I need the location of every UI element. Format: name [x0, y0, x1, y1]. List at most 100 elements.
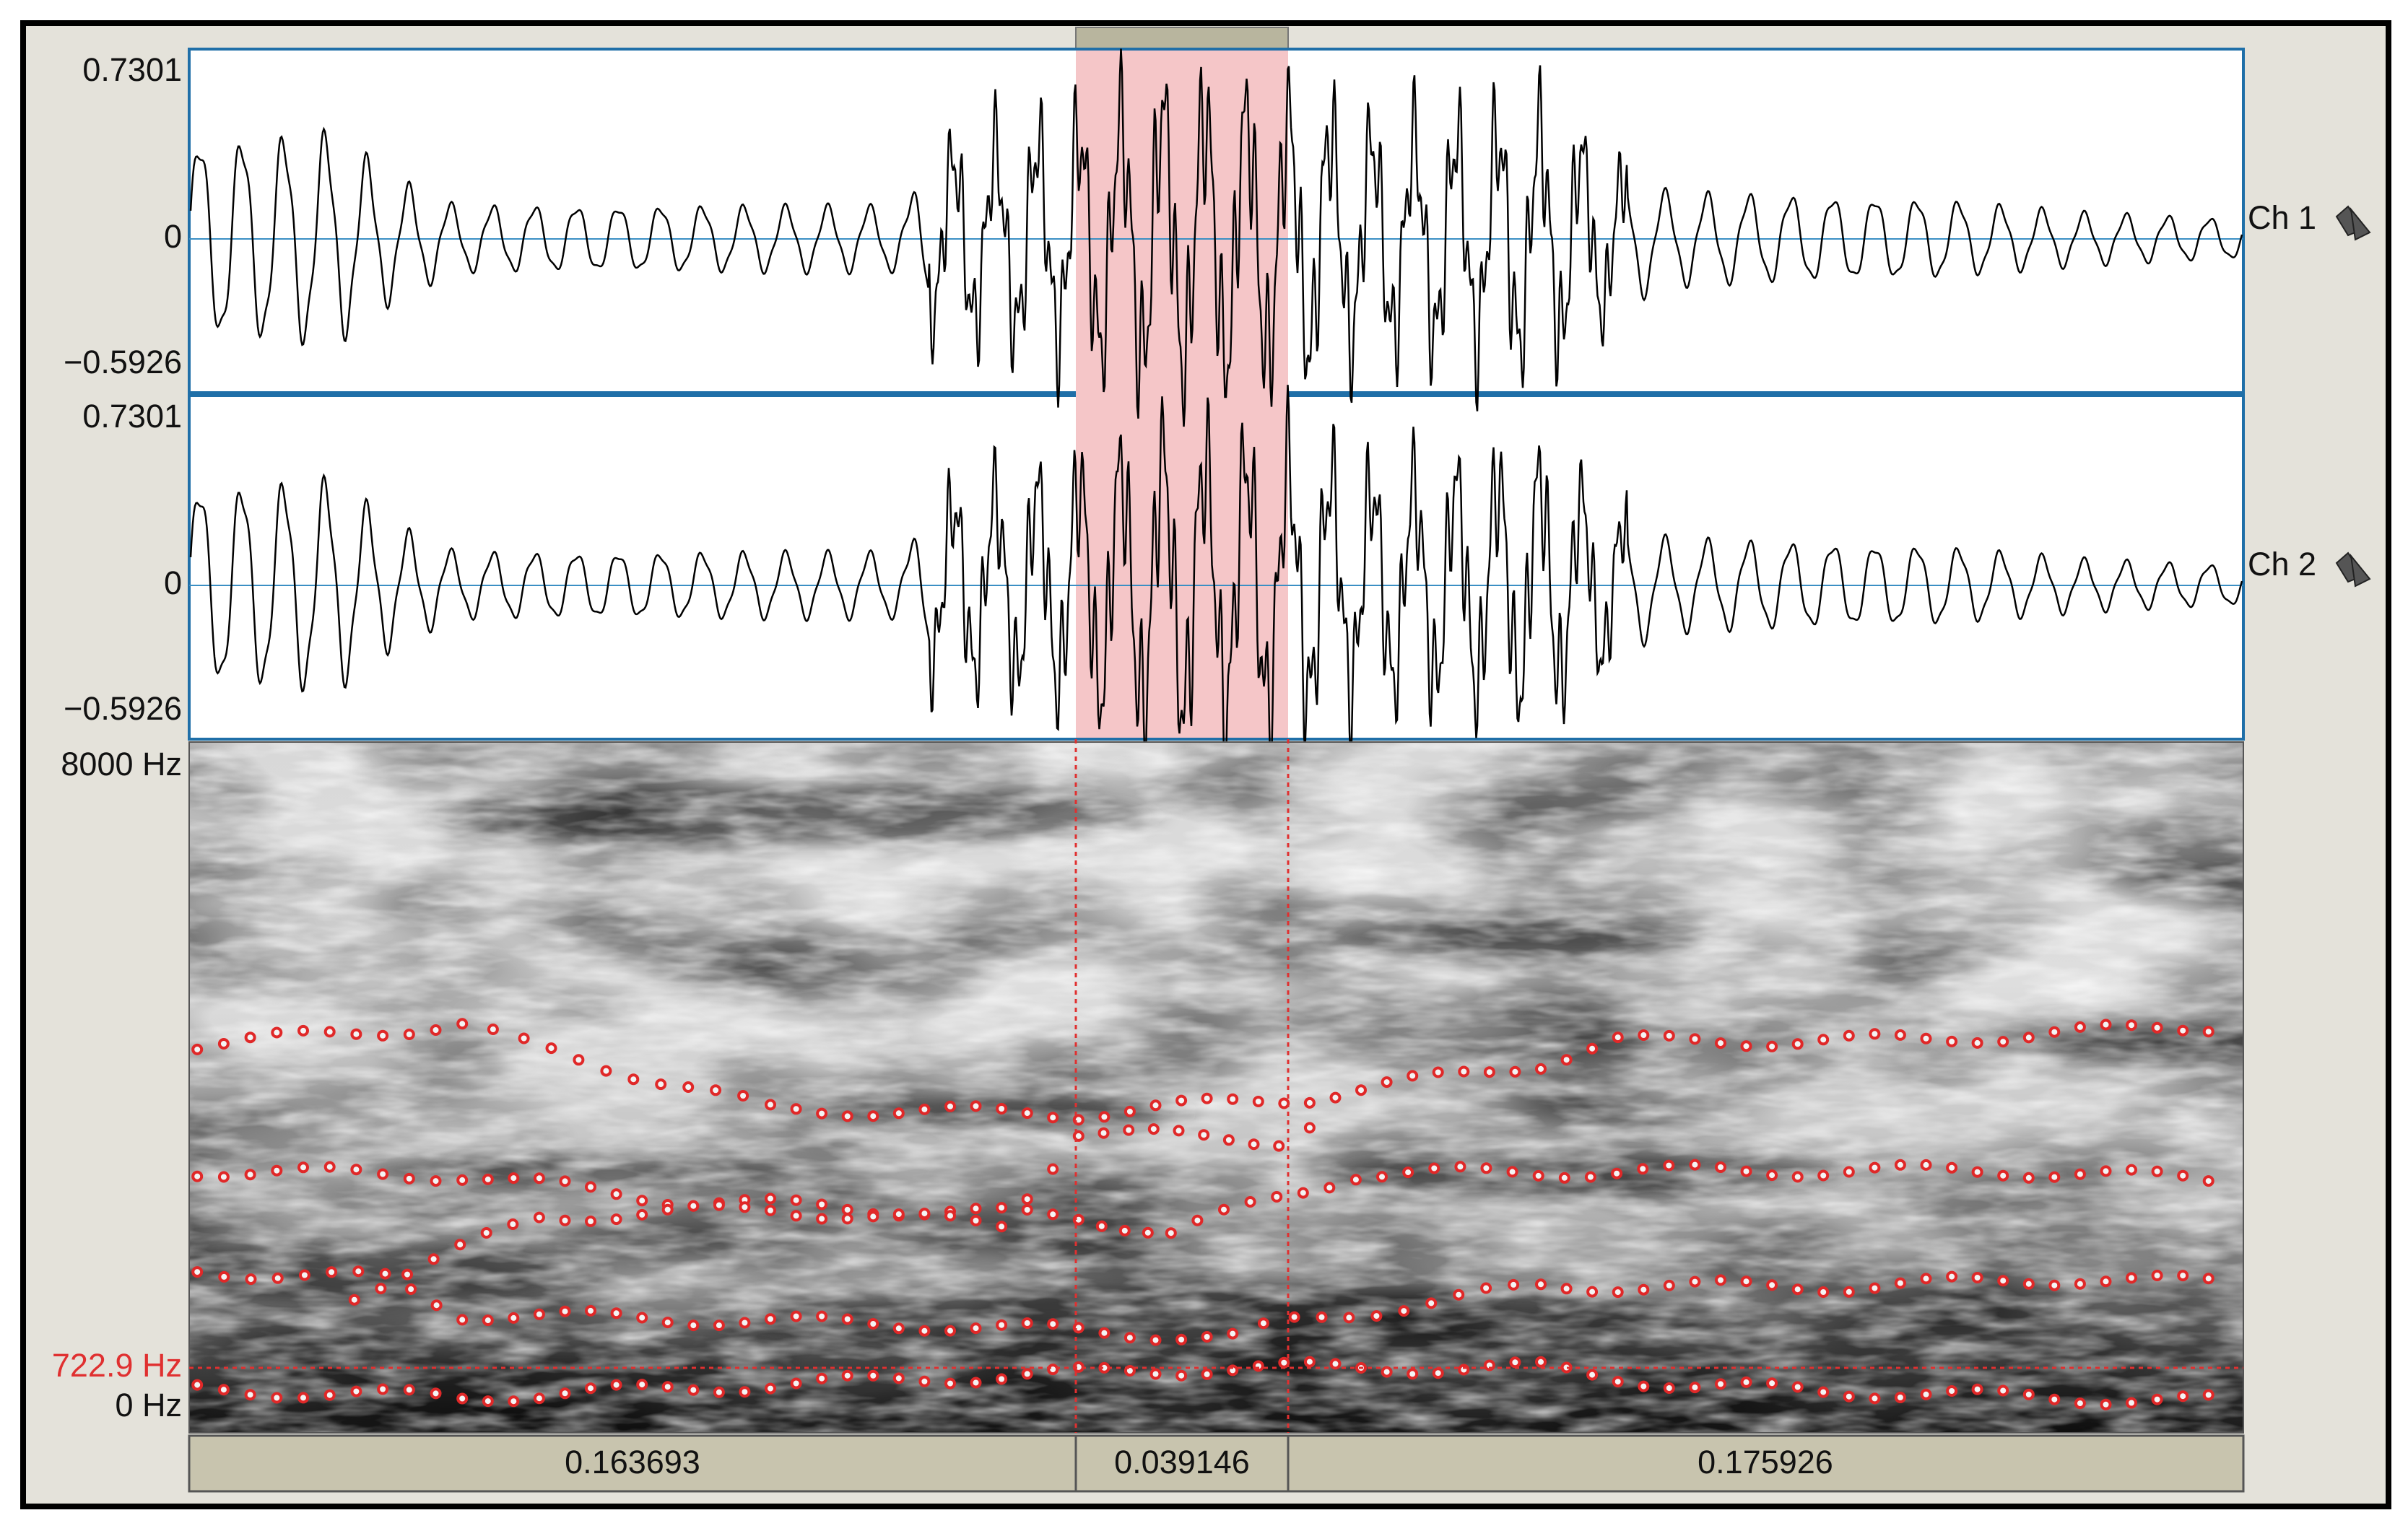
formant-dot [377, 1383, 389, 1395]
formant-dot [1407, 1368, 1419, 1380]
formant-dot [1098, 1327, 1110, 1339]
formant-dot [482, 1395, 494, 1408]
formant-dot [403, 1029, 415, 1040]
formant-dot [1370, 1310, 1383, 1322]
formant-dot [191, 1266, 204, 1278]
formant-dot [790, 1310, 802, 1322]
formant-dot [1586, 1042, 1599, 1055]
formant-dot [970, 1322, 982, 1335]
formant-dot [191, 1379, 204, 1391]
formant-dot [1432, 1367, 1444, 1379]
formant-dot [191, 1043, 204, 1055]
formant-dot [1425, 1297, 1438, 1309]
formant-dot [1560, 1283, 1573, 1295]
formant-dot [1971, 1037, 1983, 1049]
formant-dot [970, 1215, 982, 1226]
formant-dot [1398, 1305, 1410, 1317]
formant-dot [585, 1304, 596, 1317]
formant-dot [1869, 1282, 1881, 1294]
formant-dot [970, 1203, 982, 1215]
formant-dot [867, 1110, 879, 1122]
formant-dot [765, 1382, 776, 1395]
spectrogram-cursor-label: 722.9 Hz [52, 1347, 182, 1384]
formant-dot [1586, 1369, 1599, 1381]
formant-dot [655, 1078, 667, 1091]
formant-dot [1097, 1127, 1110, 1139]
formant-dot [2022, 1172, 2035, 1184]
formant-dot [1480, 1162, 1492, 1174]
formant-dot [2126, 1019, 2137, 1031]
formant-dot [1047, 1163, 1059, 1175]
formant-dot [2202, 1389, 2214, 1401]
formant-dot [816, 1310, 828, 1322]
formant-dot [1198, 1129, 1210, 1141]
formant-dot [1227, 1327, 1239, 1340]
formant-dot [1349, 1174, 1362, 1186]
formant-dot [1971, 1166, 1983, 1178]
formant-dot [687, 1319, 700, 1332]
duration-segment[interactable] [1074, 1434, 1290, 1493]
formant-dot [2022, 1388, 2035, 1400]
formant-dot [765, 1204, 776, 1216]
formant-dot [427, 1253, 440, 1265]
speaker-icon[interactable] [2335, 205, 2371, 241]
formant-dot [790, 1103, 802, 1115]
formant-dot [1123, 1124, 1135, 1136]
formant-dot [1021, 1368, 1033, 1380]
formant-dot [1252, 1096, 1264, 1107]
formant-dot [298, 1269, 310, 1281]
duration-segment[interactable] [1287, 1434, 2245, 1493]
formant-dot [271, 1272, 284, 1284]
formant-dot [326, 1266, 338, 1278]
formant-dot [1638, 1283, 1650, 1296]
formant-dot [1432, 1066, 1444, 1078]
formant-dot [710, 1084, 722, 1096]
formant-dot [1663, 1029, 1675, 1042]
formant-dot [1222, 1134, 1235, 1146]
formant-dot [636, 1379, 648, 1391]
formant-dot [1175, 1094, 1188, 1107]
formant-dot [1535, 1278, 1547, 1291]
formant-dot [944, 1210, 956, 1222]
formant-dot [1612, 1376, 1624, 1388]
formant-dot [218, 1270, 230, 1283]
formant-dot [1343, 1312, 1355, 1324]
formant-dot [892, 1322, 905, 1335]
formant-dot [1894, 1159, 1906, 1171]
formant-dot [2177, 1169, 2189, 1182]
speaker-icon[interactable] [2335, 551, 2371, 588]
ch2-max-label: 0.7301 [82, 398, 182, 435]
formant-dot [996, 1319, 1008, 1331]
formant-dot [1663, 1159, 1675, 1172]
ch2-min-label: −0.5926 [64, 690, 182, 727]
formant-dot [1740, 1376, 1752, 1388]
formant-dot [610, 1379, 622, 1391]
formant-dot [1997, 1036, 2009, 1048]
formant-dot [1508, 1278, 1520, 1291]
formant-dot [996, 1373, 1008, 1385]
spectrogram-max-label: 8000 Hz [61, 746, 182, 782]
duration-segment[interactable] [188, 1434, 1077, 1493]
formant-dot [1740, 1165, 1752, 1177]
formant-dot [713, 1386, 725, 1398]
formant-dot [533, 1211, 545, 1223]
formant-dot [918, 1103, 931, 1115]
formant-dot [1458, 1364, 1470, 1376]
formant-dot [1766, 1279, 1778, 1291]
formant-dot [1047, 1364, 1059, 1376]
formant-dot [1355, 1084, 1367, 1096]
formant-dot [816, 1198, 828, 1211]
ch2-zero-label: 0 [164, 564, 182, 601]
channel-1-label: Ch 1 [2248, 199, 2316, 236]
ch1-min-label: −0.5926 [64, 344, 182, 380]
formant-dot [661, 1203, 674, 1216]
formant-dot [1123, 1332, 1136, 1344]
formant-dot [1946, 1035, 1958, 1047]
spectrogram-frame [188, 741, 2244, 1434]
formant-dot [2177, 1024, 2189, 1037]
formant-dot [970, 1100, 982, 1112]
formant-dot [1637, 1163, 1649, 1175]
formant-dot [1946, 1270, 1958, 1283]
formant-dot [1165, 1227, 1177, 1239]
formant-dot [1689, 1275, 1701, 1288]
